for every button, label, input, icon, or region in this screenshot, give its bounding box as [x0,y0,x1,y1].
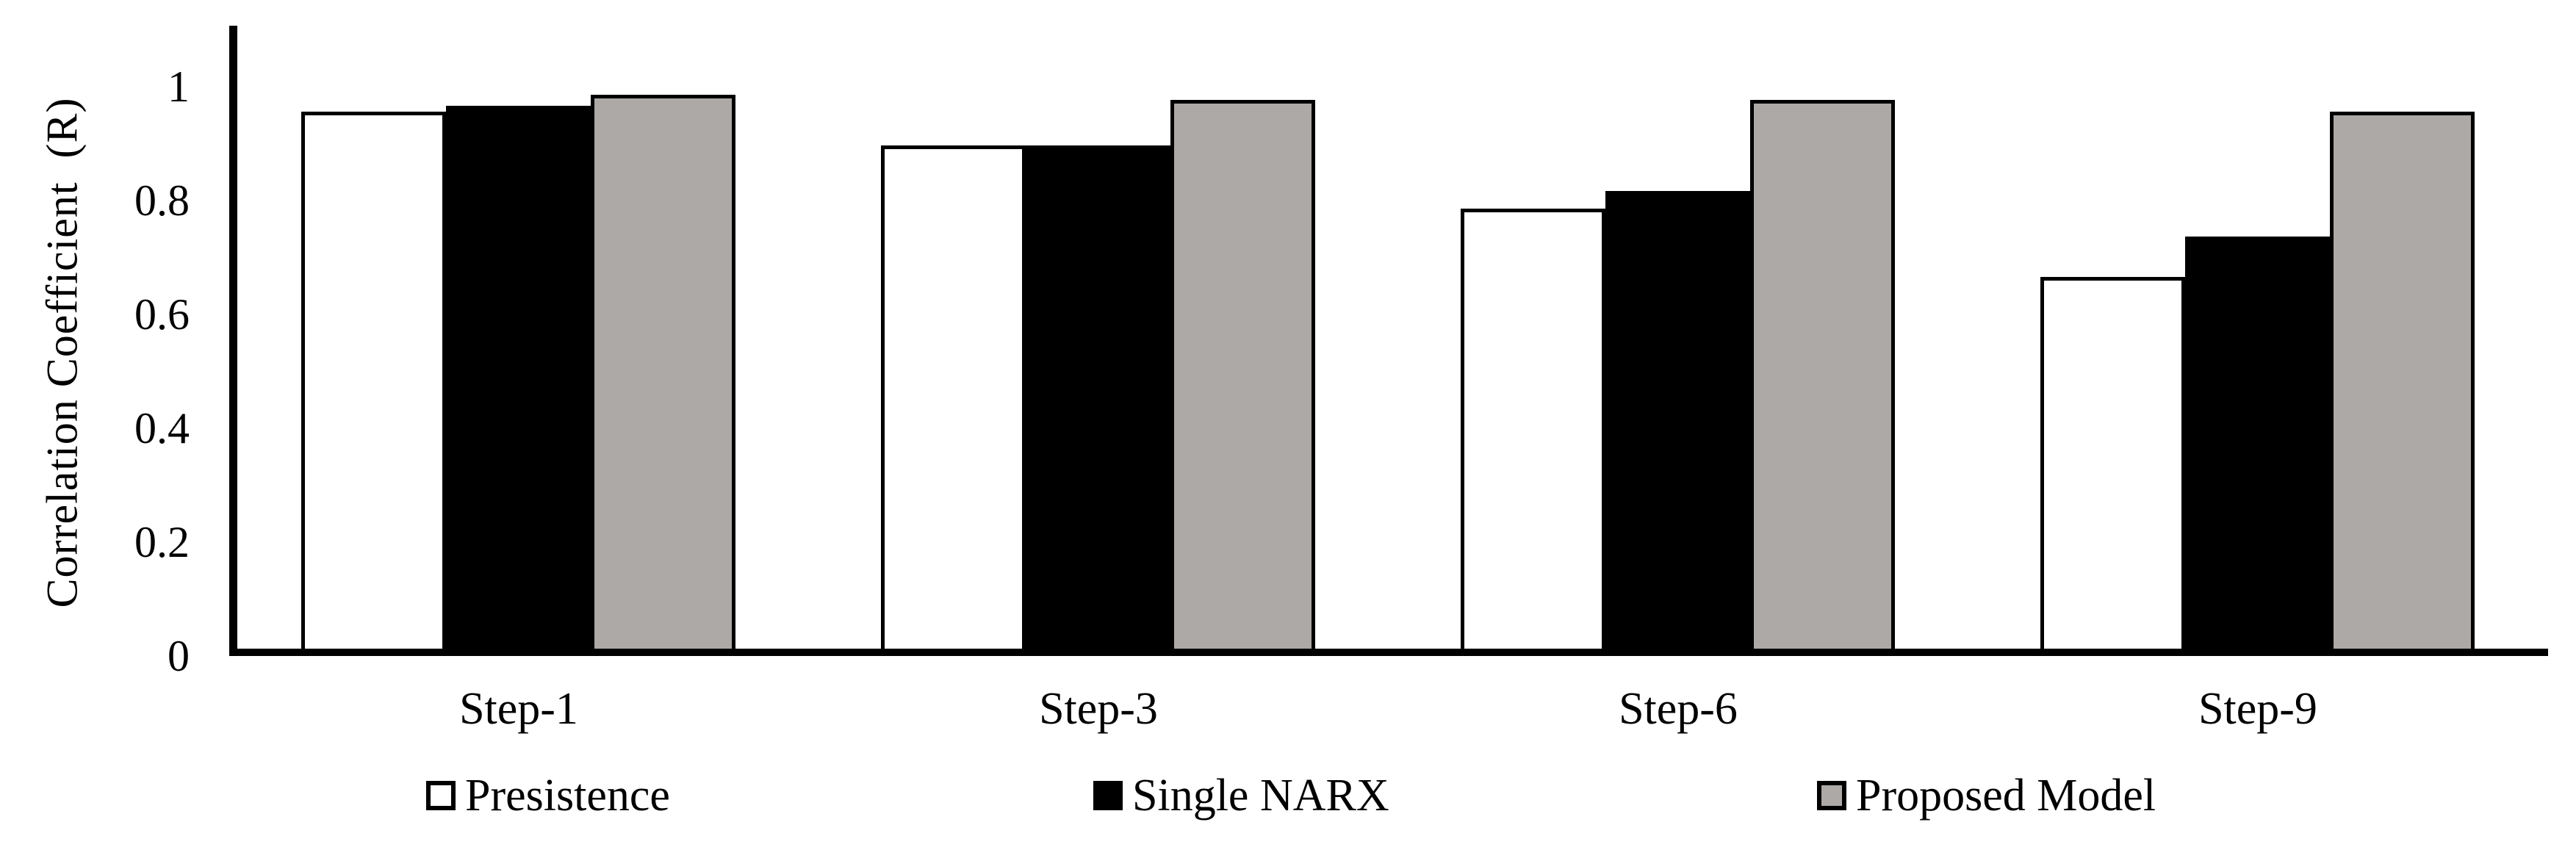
legend-marker-proposed-model [1817,781,1846,810]
bar-single-narx-step-3 [1026,145,1170,649]
y-axis-line [229,26,237,656]
bar-proposed-model-step-3 [1170,100,1315,649]
legend-label-presistence: Presistence [465,771,670,821]
y-tick-label: 0.6 [134,290,190,339]
bar-presistence-step-3 [881,145,1026,649]
y-tick-label: 0.4 [134,404,190,453]
bar-single-narx-step-9 [2185,237,2330,649]
legend-item-presistence: Presistence [426,773,670,818]
x-category-label: Step-9 [2198,684,2317,734]
bar-single-narx-step-6 [1605,191,1750,649]
y-tick-label: 0.2 [134,518,190,566]
x-category-label: Step-6 [1619,684,1738,734]
legend-label-single-narx: Single NARX [1132,771,1389,821]
bar-presistence-step-1 [301,112,446,649]
legend-marker-single-narx [1093,781,1123,810]
bar-presistence-step-9 [2040,277,2185,649]
bar-proposed-model-step-6 [1750,100,1895,649]
legend-item-single-narx: Single NARX [1093,773,1389,818]
x-category-label: Step-3 [1039,684,1158,734]
y-tick-label: 0.8 [134,176,190,225]
bar-single-narx-step-1 [446,106,591,649]
legend-marker-presistence [426,781,456,810]
legend-label-proposed-model: Proposed Model [1856,771,2156,821]
x-category-label: Step-1 [459,684,578,734]
bar-proposed-model-step-9 [2330,112,2475,649]
x-axis-line [229,649,2548,656]
bar-presistence-step-6 [1461,209,1605,649]
bar-proposed-model-step-1 [591,95,735,649]
y-tick-label: 1 [168,62,190,111]
y-tick-label: 0 [168,632,190,680]
legend-item-proposed-model: Proposed Model [1817,773,2156,818]
